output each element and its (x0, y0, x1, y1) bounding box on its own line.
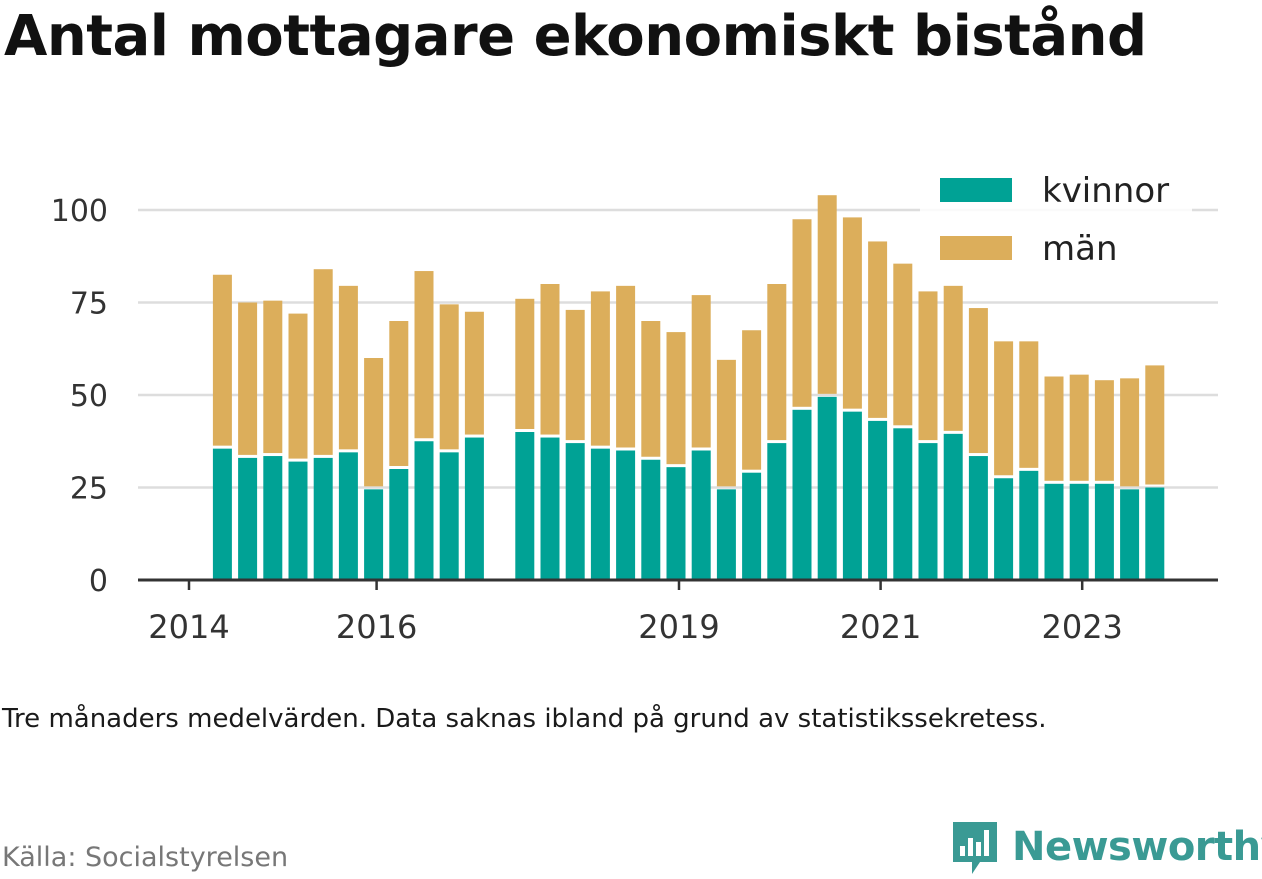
bar-kvinnor (515, 432, 535, 580)
legend-swatch-man (940, 236, 1012, 260)
bar-man (616, 285, 636, 448)
x-tick-label: 2014 (148, 608, 229, 646)
y-tick-label: 75 (70, 287, 108, 322)
bar-man (540, 284, 560, 435)
bar-kvinnor (464, 437, 484, 580)
x-tick-label: 2019 (638, 608, 719, 646)
bar-kvinnor (1019, 470, 1039, 580)
x-tick-label: 2023 (1041, 608, 1122, 646)
x-tick-label: 2016 (336, 608, 417, 646)
bar-man (1120, 378, 1140, 487)
bar-kvinnor (313, 457, 333, 580)
chart-source: Källa: Socialstyrelsen (2, 842, 289, 873)
bar-kvinnor (338, 452, 358, 580)
bar-man (792, 219, 812, 407)
bar-man (968, 308, 988, 454)
bar-kvinnor (742, 472, 762, 580)
bar-man (868, 241, 888, 418)
bar-man (389, 321, 409, 466)
bar-kvinnor (968, 456, 988, 580)
bar-kvinnor (565, 443, 585, 580)
bar-man (1044, 376, 1064, 481)
chart-title: Antal mottagare ekonomiskt bistånd (4, 4, 1147, 69)
bar-kvinnor (868, 420, 888, 580)
bar-man (767, 284, 787, 441)
bar-man (893, 263, 913, 426)
bar-man (590, 291, 610, 446)
y-tick-label: 25 (70, 472, 108, 507)
newsworthy-brand[interactable]: Newsworthy (950, 818, 1262, 876)
bar-man (238, 302, 258, 455)
bar-kvinnor (691, 450, 711, 580)
bar-kvinnor (389, 469, 409, 580)
bar-kvinnor (893, 428, 913, 580)
bar-man (943, 285, 963, 431)
bar-man (641, 321, 661, 457)
bar-kvinnor (1145, 487, 1165, 580)
bar-man (313, 269, 333, 455)
bar-kvinnor (616, 450, 636, 580)
bar-man (212, 274, 232, 446)
newsworthy-logo-icon (953, 822, 997, 874)
bar-man (464, 311, 484, 435)
bar-man (515, 298, 535, 429)
bar-kvinnor (263, 456, 283, 580)
y-tick-label: 0 (89, 564, 108, 599)
bar-kvinnor (212, 448, 232, 580)
bar-kvinnor (767, 443, 787, 580)
bar-kvinnor (288, 461, 308, 580)
legend-label-kvinnor: kvinnor (1042, 171, 1169, 211)
chart-note: Tre månaders medelvärden. Data saknas ib… (2, 704, 1047, 734)
bar-man (288, 313, 308, 459)
bar-man (817, 195, 837, 394)
bar-man (439, 304, 459, 450)
bar-kvinnor (1120, 489, 1140, 580)
bar-man (918, 291, 938, 441)
bar-kvinnor (439, 452, 459, 580)
legend-swatch-kvinnor (940, 178, 1012, 202)
bar-man (842, 217, 862, 409)
bar-man (263, 300, 283, 454)
bar-kvinnor (842, 411, 862, 580)
bar-kvinnor (994, 478, 1014, 580)
bar-man (1094, 380, 1114, 481)
bar-kvinnor (817, 396, 837, 580)
bar-kvinnor (238, 457, 258, 580)
bar-man (742, 330, 762, 470)
legend-label-man: män (1042, 229, 1118, 269)
bar-kvinnor (1069, 483, 1089, 580)
bar-kvinnor (414, 441, 434, 580)
bar-man (691, 295, 711, 448)
bar-man (994, 341, 1014, 476)
brand-name: Newsworthy (1012, 824, 1262, 870)
x-tick-label: 2021 (840, 608, 921, 646)
bar-kvinnor (918, 443, 938, 580)
bar-man (1145, 365, 1165, 485)
bar-man (338, 285, 358, 450)
y-tick-label: 50 (70, 379, 108, 414)
bar-man (1069, 374, 1089, 481)
bar-man (364, 358, 384, 487)
bar-kvinnor (540, 437, 560, 580)
bar-kvinnor (943, 433, 963, 580)
bar-man (1019, 341, 1039, 468)
bar-man (666, 332, 686, 465)
bar-kvinnor (1094, 483, 1114, 580)
bar-kvinnor (666, 467, 686, 580)
bar-kvinnor (641, 459, 661, 580)
y-tick-label: 100 (51, 194, 108, 229)
bar-man (565, 309, 585, 441)
bar-kvinnor (716, 489, 736, 580)
bar-kvinnor (1044, 483, 1064, 580)
bar-man (716, 359, 736, 487)
bar-kvinnor (590, 448, 610, 580)
bar-man (414, 271, 434, 439)
bar-kvinnor (792, 409, 812, 580)
bar-kvinnor (364, 489, 384, 580)
stacked-bar-chart: 0 25 50 75 100 2014 2016 2019 2021 2023 kvinnor män (51, 171, 1218, 646)
